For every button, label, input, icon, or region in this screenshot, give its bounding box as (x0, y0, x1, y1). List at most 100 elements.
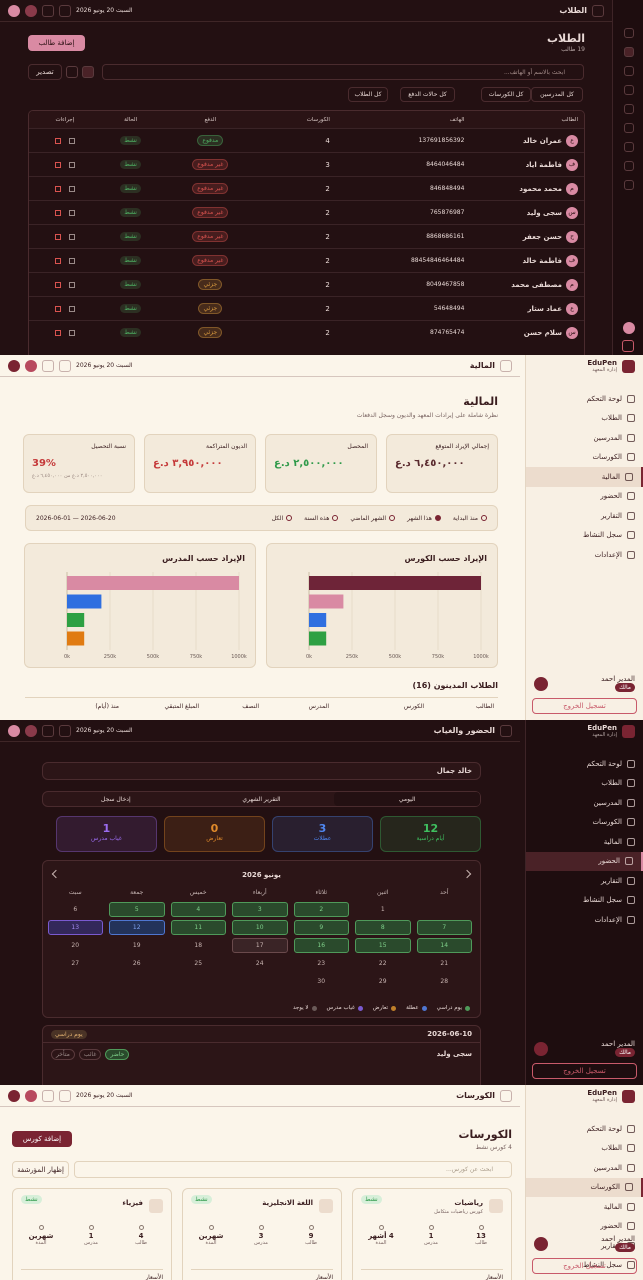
nav-item[interactable]: المدرسين (526, 793, 643, 813)
day-cell[interactable]: 11 (170, 920, 226, 935)
nav-icon[interactable] (624, 66, 634, 76)
nav-icon[interactable] (624, 28, 634, 38)
show-archived[interactable]: إظهار المؤرشفة (12, 1161, 69, 1178)
delete[interactable] (54, 161, 61, 168)
nav-item[interactable]: الإعدادات (526, 545, 643, 565)
edit[interactable] (68, 137, 75, 144)
nav-item[interactable]: الحضور (526, 1217, 643, 1237)
nav-icon[interactable] (624, 104, 634, 114)
delete[interactable] (54, 257, 61, 264)
view-list[interactable] (82, 66, 94, 78)
delete[interactable] (54, 281, 61, 288)
day-cell[interactable]: 21 (440, 960, 449, 967)
theme-toggle[interactable] (42, 1089, 54, 1102)
day-cell[interactable]: 14 (416, 938, 472, 953)
day-cell[interactable]: 20 (71, 942, 80, 949)
nav-item[interactable]: الكورسات (526, 1177, 643, 1197)
attendance-option[interactable]: متأخر (51, 1048, 75, 1060)
user-avatar[interactable] (8, 724, 20, 737)
day-cell[interactable]: 8 (355, 920, 411, 935)
period-option[interactable]: الكل (272, 515, 293, 522)
nav-icon[interactable] (624, 47, 634, 57)
nav-item[interactable]: الإعدادات (526, 1275, 643, 1280)
notifications[interactable] (25, 1089, 37, 1102)
day-cell[interactable]: 6 (73, 906, 78, 913)
day-cell[interactable]: 13 (47, 920, 103, 935)
filter[interactable]: كل الكورسات (481, 87, 531, 102)
logout[interactable]: تسجيل الخروج (532, 698, 637, 714)
theme-toggle[interactable] (42, 724, 54, 737)
logout-icon[interactable] (622, 340, 634, 352)
logout[interactable]: تسجيل الخروج (532, 1258, 637, 1274)
day-cell[interactable]: 5 (109, 902, 165, 917)
search-icon[interactable] (59, 1089, 71, 1102)
nav-icon[interactable] (624, 85, 634, 95)
edit[interactable] (68, 329, 75, 336)
day-cell[interactable]: 2 (293, 902, 349, 917)
day-cell[interactable]: 25 (194, 960, 203, 967)
add-student[interactable]: إضافة طالب (28, 35, 85, 51)
delete[interactable] (54, 185, 61, 192)
period-option[interactable]: هذا الشهر (407, 515, 441, 522)
day-cell[interactable]: 4 (170, 902, 226, 917)
nav-item[interactable]: المدرسين (526, 428, 643, 448)
search[interactable]: ابحث بالاسم أو الهاتف... (102, 64, 584, 80)
day-cell[interactable]: 17 (232, 938, 288, 953)
search-icon[interactable] (59, 724, 71, 737)
day-cell[interactable]: 24 (255, 960, 264, 967)
nav-icon[interactable] (624, 180, 634, 190)
delete[interactable] (54, 137, 61, 144)
filter[interactable]: كل الطلاب (348, 87, 388, 102)
day-cell[interactable]: 7 (416, 920, 472, 935)
day-cell[interactable]: 12 (109, 920, 165, 935)
nav-item[interactable]: المالية (526, 832, 643, 852)
day-cell[interactable]: 26 (132, 960, 141, 967)
delete[interactable] (54, 233, 61, 240)
day-cell[interactable]: 18 (194, 942, 203, 949)
nav-item[interactable]: الحضور (526, 851, 643, 871)
nav-item[interactable]: لوحة التحكم (526, 389, 643, 409)
day-cell[interactable]: 1 (380, 906, 385, 913)
day-cell[interactable]: 19 (132, 942, 141, 949)
day-cell[interactable]: 15 (355, 938, 411, 953)
user-avatar[interactable] (8, 1089, 20, 1102)
day-cell[interactable]: 9 (293, 920, 349, 935)
edit[interactable] (68, 233, 75, 240)
notifications[interactable] (25, 724, 37, 737)
nav-icon[interactable] (624, 142, 634, 152)
edit[interactable] (68, 257, 75, 264)
day-cell[interactable]: 28 (440, 978, 449, 985)
period-option[interactable]: منذ البداية (453, 515, 487, 522)
edit[interactable] (68, 185, 75, 192)
notifications[interactable] (25, 4, 37, 17)
day-cell[interactable]: 3 (232, 902, 288, 917)
filter[interactable]: كل حالات الدفع (400, 87, 455, 102)
nav-item[interactable]: الطلاب (526, 1139, 643, 1159)
day-cell[interactable]: 16 (293, 938, 349, 953)
filter[interactable]: كل المدرسين (531, 87, 583, 102)
edit[interactable] (68, 281, 75, 288)
back-button[interactable] (592, 4, 604, 17)
day-cell[interactable]: 27 (71, 960, 80, 967)
nav-item[interactable]: الكورسات (526, 448, 643, 468)
day-cell[interactable]: 10 (232, 920, 288, 935)
period-option[interactable]: هذه السنة (304, 515, 339, 522)
delete[interactable] (54, 329, 61, 336)
attendance-option[interactable]: غائب (78, 1048, 102, 1060)
theme-toggle[interactable] (42, 4, 54, 17)
edit[interactable] (68, 209, 75, 216)
nav-item[interactable]: لوحة التحكم (526, 754, 643, 774)
nav-item[interactable]: الطلاب (526, 774, 643, 794)
day-cell[interactable]: 22 (378, 960, 387, 967)
back-button[interactable] (500, 724, 512, 737)
delete[interactable] (54, 209, 61, 216)
nav-item[interactable]: سجل النشاط (526, 891, 643, 911)
nav-icon[interactable] (624, 123, 634, 133)
nav-item[interactable]: المالية (526, 467, 643, 487)
nav-item[interactable]: سجل النشاط (526, 1256, 643, 1276)
search-icon[interactable] (59, 4, 71, 17)
edit[interactable] (68, 161, 75, 168)
nav-icon[interactable] (624, 161, 634, 171)
nav-item[interactable]: التقارير (526, 506, 643, 526)
nav-item[interactable]: الإعدادات (526, 910, 643, 930)
